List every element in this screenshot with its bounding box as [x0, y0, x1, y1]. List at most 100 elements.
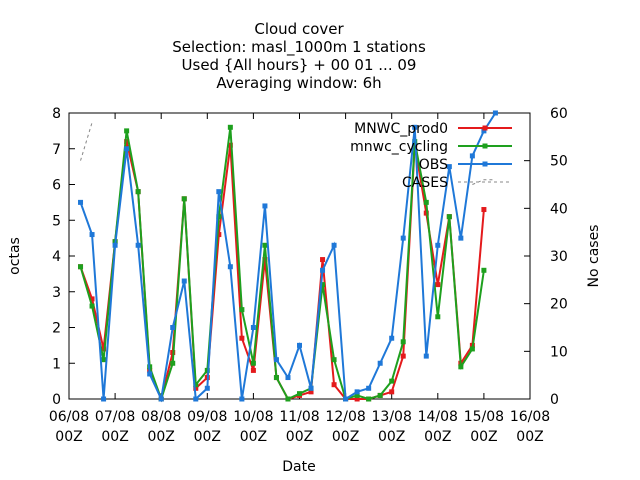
data-point	[135, 189, 141, 195]
x-tick-label-hour: 00Z	[470, 429, 497, 445]
data-point	[343, 396, 349, 402]
data-point	[400, 339, 406, 345]
data-point	[135, 242, 141, 248]
data-point	[285, 396, 291, 402]
series-line	[472, 179, 496, 185]
x-tick-label-hour: 00Z	[147, 429, 174, 445]
data-point	[204, 367, 210, 373]
y-left-tick-label: 6	[52, 178, 61, 194]
y-left-tick-label: 2	[52, 321, 61, 337]
data-point	[331, 382, 337, 388]
data-point	[89, 296, 95, 302]
x-tick-label-day: 15/08	[464, 409, 504, 425]
data-point	[250, 325, 256, 330]
data-point	[124, 128, 130, 134]
data-point	[389, 378, 395, 384]
data-point	[170, 360, 176, 366]
x-tick-label-day: 07/08	[95, 409, 135, 425]
data-point	[331, 242, 337, 248]
data-point	[354, 392, 360, 398]
legend-marker	[482, 161, 488, 167]
data-point	[89, 303, 95, 309]
data-point	[204, 385, 210, 391]
data-point	[181, 278, 187, 284]
data-point	[366, 396, 372, 402]
data-point	[354, 396, 360, 402]
data-point	[435, 282, 441, 288]
data-point	[400, 353, 406, 359]
y-axis-right-label: No cases	[586, 225, 602, 288]
data-point	[320, 282, 326, 288]
title-line: Cloud cover	[254, 20, 344, 38]
x-tick-label-day: 08/08	[141, 409, 181, 425]
data-point	[273, 375, 279, 381]
legend-marker	[482, 143, 488, 149]
data-point	[216, 189, 222, 195]
data-point	[101, 396, 107, 402]
chart-axes: 0 1 2 3 4 5 6 7 8 0 10 20 30 40 50 60 06/08 00Z 07/08 00Z 08…	[49, 106, 568, 445]
data-point	[331, 357, 337, 363]
data-point	[227, 264, 233, 270]
data-point	[250, 367, 256, 373]
data-point	[78, 264, 84, 270]
x-tick-label-hour: 00Z	[240, 429, 267, 445]
data-point	[458, 364, 464, 370]
data-point	[377, 360, 383, 366]
data-point	[193, 382, 199, 388]
data-point	[239, 307, 245, 313]
x-tick-label-day: 12/08	[325, 409, 365, 425]
x-tick-label-day: 06/08	[49, 409, 89, 425]
y-right-tick-label: 0	[550, 392, 559, 408]
x-tick-label-hour: 00Z	[101, 429, 128, 445]
data-point	[423, 210, 429, 216]
data-point	[101, 346, 107, 352]
data-point	[423, 353, 429, 359]
data-point	[181, 196, 187, 202]
y-right-tick-label: 40	[550, 201, 568, 217]
data-point	[412, 124, 418, 130]
data-point	[435, 242, 441, 248]
data-point	[492, 110, 498, 116]
series-OBS	[78, 110, 498, 403]
x-tick-label-hour: 00Z	[332, 429, 359, 445]
data-point	[158, 396, 164, 402]
data-point	[124, 139, 130, 145]
data-point	[170, 325, 176, 330]
data-point	[285, 375, 291, 381]
y-right-tick-label: 30	[550, 249, 568, 265]
y-left-tick-label: 7	[52, 142, 61, 158]
series-layer	[78, 110, 498, 403]
data-point	[400, 235, 406, 241]
data-point	[481, 207, 487, 213]
data-point	[481, 267, 487, 273]
data-point	[227, 124, 233, 130]
x-tick-label-day: 10/08	[233, 409, 273, 425]
y-right-tick-label: 20	[550, 297, 568, 313]
legend-label: MNWC_prod0	[354, 121, 448, 137]
legend: MNWC_prod0 mnwc_cycling OBS CASES	[350, 121, 512, 191]
y-left-tick-label: 1	[52, 356, 61, 372]
data-point	[101, 357, 107, 363]
data-point	[389, 335, 395, 341]
data-point	[354, 389, 360, 395]
data-point	[239, 335, 245, 341]
x-tick-label-hour: 00Z	[516, 429, 543, 445]
title-line: Averaging window: 6h	[216, 74, 381, 92]
legend-marker	[482, 125, 488, 131]
series-CASES	[80, 122, 496, 185]
data-point	[320, 267, 326, 273]
y-left-tick-label: 0	[52, 392, 61, 408]
x-tick-label-hour: 00Z	[55, 429, 82, 445]
x-tick-label-day: 11/08	[279, 409, 319, 425]
y-axis-left-label: octas	[7, 237, 23, 275]
x-tick-label-day: 14/08	[418, 409, 458, 425]
data-point	[124, 146, 130, 152]
data-point	[250, 360, 256, 366]
data-point	[469, 346, 475, 352]
y-right-tick-label: 10	[550, 344, 568, 360]
data-point	[216, 232, 222, 238]
data-point	[435, 314, 441, 320]
data-point	[458, 235, 464, 241]
data-point	[147, 371, 153, 377]
